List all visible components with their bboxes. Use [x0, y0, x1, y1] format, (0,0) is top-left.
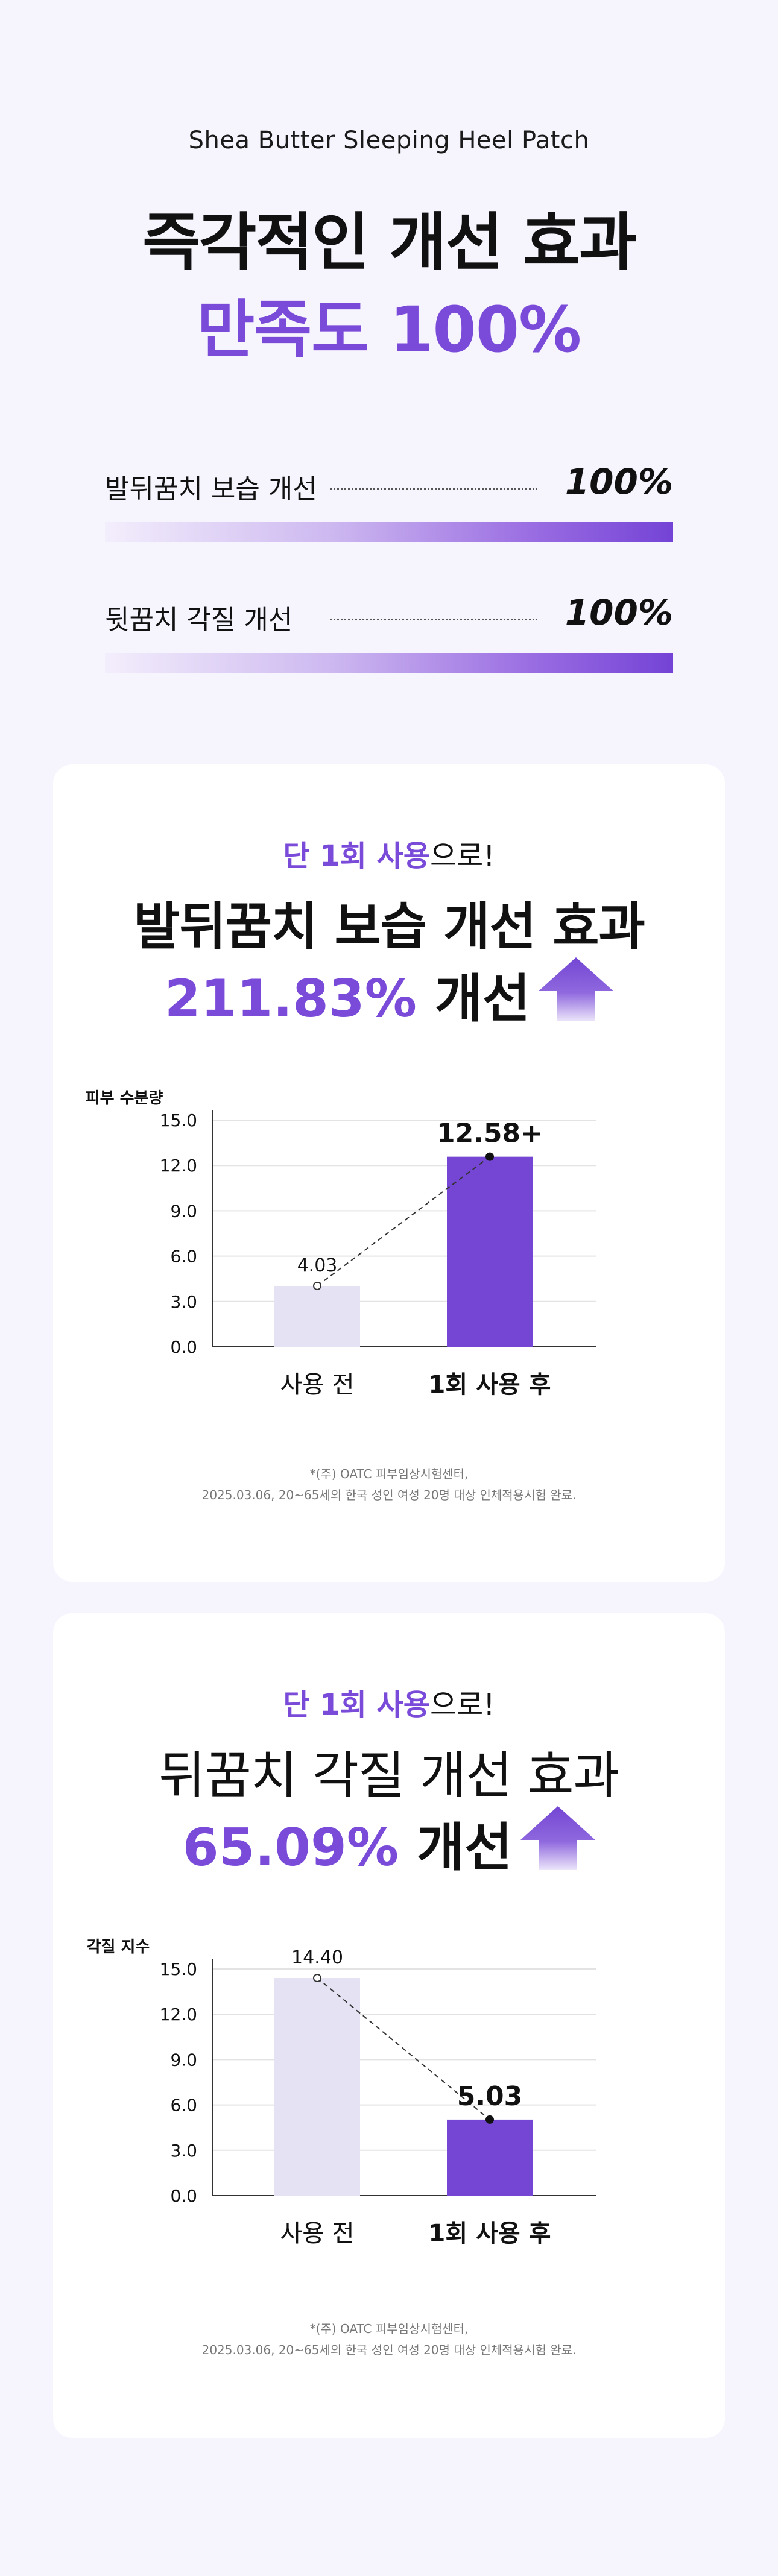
up-arrow-icon	[539, 957, 614, 1021]
eyebrow-highlight: 단 1회 사용	[283, 839, 430, 873]
x-category-label: 사용 전	[280, 2220, 354, 2247]
moisture-chart: 피부 수분량 0.0 3.0 6.0 9.0 12.0 15.0 4.03 12.58+ 사…	[86, 1089, 596, 1399]
exfoliation-chart: 각질 지수 0.0 3.0 6.0 9.0 12.0 15.0 14.40 5.03 사용 …	[87, 1938, 596, 2247]
y-tick-label: 15.0	[160, 1959, 197, 1979]
footnote-line2: 2025.03.06, 20~65세의 한국 성인 여성 20명 대상 인체적용…	[201, 2343, 577, 2357]
y-tick-label: 9.0	[170, 1201, 197, 1221]
point-before	[313, 1281, 321, 1290]
improvement-line: 211.83% 개선	[53, 956, 725, 1031]
footnote-line1: *(주) OATC 피부임상시험센터,	[309, 2322, 469, 2336]
y-axis-label: 각질 지수	[87, 1938, 150, 1956]
satisfaction-bar-exfoliation	[105, 653, 673, 673]
card-eyebrow: 단 1회 사용으로!	[53, 832, 725, 874]
improvement-word: 개선	[416, 1818, 513, 1878]
value-label: 5.03	[457, 2081, 523, 2112]
y-tick-label: 12.0	[160, 2004, 197, 2024]
dotted-leader	[330, 488, 537, 490]
satisfaction-value: 100%	[565, 592, 673, 633]
improvement-line: 65.09% 개선	[53, 1805, 725, 1880]
satisfaction-row-moisture: 발뒤꿈치 보습 개선 100%	[105, 461, 673, 505]
satisfaction-bar-moisture	[105, 522, 673, 542]
y-tick-label: 6.0	[170, 1247, 197, 1267]
y-tick-label: 15.0	[160, 1110, 197, 1130]
y-tick-label: 0.0	[170, 2186, 197, 2206]
satisfaction-label: 발뒤꿈치 보습 개선	[105, 474, 317, 505]
footnote: *(주) OATC 피부임상시험센터, 2025.03.06, 20~65세의 …	[53, 1464, 725, 1506]
y-tick-label: 3.0	[170, 2141, 197, 2161]
point-after	[485, 1152, 494, 1161]
improvement-value: 211.83%	[164, 969, 417, 1029]
y-axis-label: 피부 수분량	[86, 1089, 163, 1107]
value-label: 12.58+	[437, 1118, 543, 1149]
footnote: *(주) OATC 피부임상시험센터, 2025.03.06, 20~65세의 …	[53, 2319, 725, 2361]
x-category-label: 1회 사용 후	[429, 1371, 551, 1399]
headline-line1: 즉각적인 개선 효과	[142, 206, 637, 279]
eyebrow-rest: 으로!	[429, 1688, 495, 1722]
footnote-line2: 2025.03.06, 20~65세의 한국 성인 여성 20명 대상 인체적용…	[201, 1488, 577, 1502]
y-tick-label: 6.0	[170, 2096, 197, 2115]
trend-connector	[317, 1156, 490, 1286]
value-label: 14.40	[291, 1947, 343, 1968]
satisfaction-row-exfoliation: 뒷꿈치 각질 개선 100%	[105, 592, 673, 635]
x-category-label: 사용 전	[280, 1371, 354, 1399]
bar-after	[447, 2119, 533, 2196]
value-label: 4.03	[297, 1255, 338, 1276]
point-before	[313, 1974, 321, 1983]
satisfaction-label: 뒷꿈치 각질 개선	[105, 605, 293, 635]
y-tick-label: 12.0	[160, 1156, 197, 1176]
trend-connector	[317, 1977, 490, 2120]
eyebrow-rest: 으로!	[429, 839, 495, 873]
card-eyebrow: 단 1회 사용으로!	[53, 1681, 725, 1723]
satisfaction-value: 100%	[565, 461, 673, 502]
card-title: 발뒤꿈치 보습 개선 효과	[133, 897, 645, 956]
dotted-leader	[330, 619, 537, 620]
bar-before	[274, 1285, 360, 1347]
moisture-result-card: 단 1회 사용으로! 발뒤꿈치 보습 개선 효과 211.83% 개선 피부 수…	[53, 764, 725, 1582]
up-arrow-icon	[520, 1806, 596, 1870]
headline-line2: 만족도 100%	[197, 293, 582, 367]
y-tick-label: 0.0	[170, 1337, 197, 1357]
eyebrow-highlight: 단 1회 사용	[283, 1688, 430, 1722]
product-name: Shea Butter Sleeping Heel Patch	[188, 127, 590, 154]
bar-after	[447, 1156, 533, 1347]
bar-before	[274, 1978, 360, 2196]
exfoliation-result-card: 단 1회 사용으로! 뒤꿈치 각질 개선 효과 65.09% 개선 각질 지수 …	[53, 1613, 725, 2438]
y-tick-label: 9.0	[170, 2050, 197, 2070]
point-after	[485, 2115, 494, 2124]
improvement-word: 개선	[434, 969, 531, 1029]
x-category-label: 1회 사용 후	[429, 2220, 551, 2247]
improvement-value: 65.09%	[182, 1818, 399, 1878]
y-tick-label: 3.0	[170, 1292, 197, 1312]
card-title: 뒤꿈치 각질 개선 효과	[159, 1746, 620, 1805]
footnote-line1: *(주) OATC 피부임상시험센터,	[309, 1467, 469, 1481]
